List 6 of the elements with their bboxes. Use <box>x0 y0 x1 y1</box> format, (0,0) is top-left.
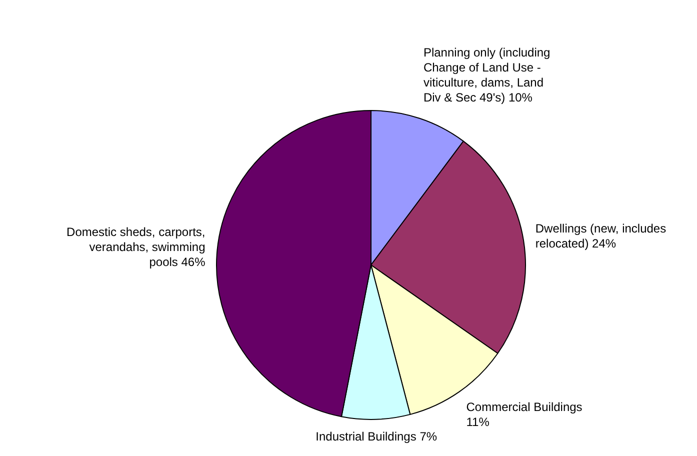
slice-label: Dwellings (new, includes relocated) 24% <box>535 222 666 251</box>
slice-label: Commercial Buildings <box>466 400 582 414</box>
slice-label: Domestic sheds, carports, verandahs, swimming pools 46% <box>66 224 206 269</box>
slice-label: Industrial Buildings 7% <box>316 430 438 444</box>
slice-label: Planning only (including Change of Land Use - viticulture, dams, Land Div & Sec 49's) 10% <box>423 45 550 104</box>
data-label: 11% <box>466 414 490 429</box>
